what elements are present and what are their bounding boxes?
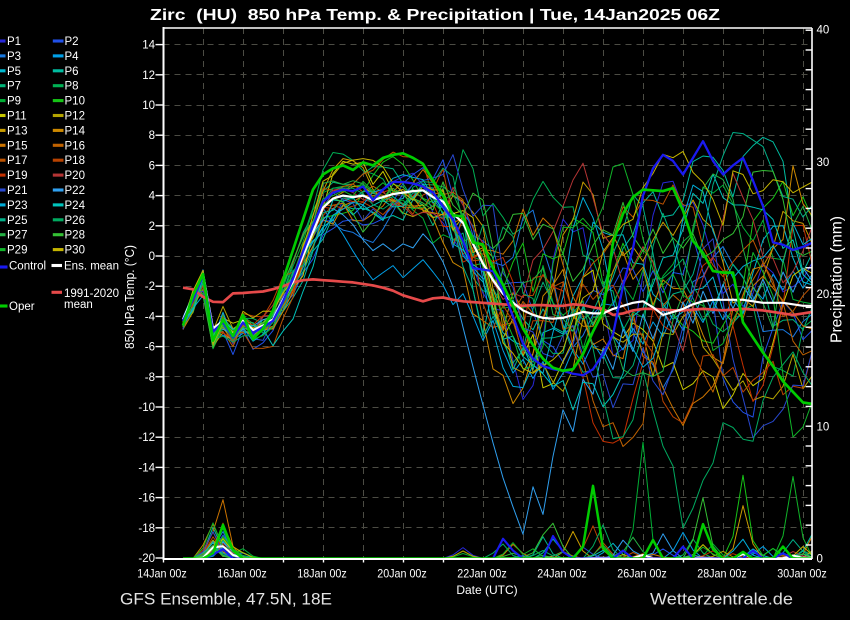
svg-text:12: 12 xyxy=(142,70,155,82)
svg-text:Wetterzentrale.de: Wetterzentrale.de xyxy=(650,591,793,609)
svg-text:Ens. mean: Ens. mean xyxy=(64,261,119,273)
svg-text:-16: -16 xyxy=(138,493,155,505)
svg-text:P19: P19 xyxy=(7,170,27,182)
svg-text:P13: P13 xyxy=(7,125,27,137)
svg-text:P11: P11 xyxy=(7,111,27,123)
svg-text:P14: P14 xyxy=(65,125,86,137)
svg-text:P21: P21 xyxy=(7,185,27,197)
svg-text:24Jan 00z: 24Jan 00z xyxy=(537,567,587,581)
svg-text:Oper: Oper xyxy=(9,301,35,313)
svg-text:-14: -14 xyxy=(138,462,155,474)
svg-text:10: 10 xyxy=(142,100,155,112)
svg-text:P18: P18 xyxy=(65,155,85,167)
svg-text:Date (UTC): Date (UTC) xyxy=(456,583,517,597)
svg-text:P7: P7 xyxy=(7,81,21,93)
svg-text:-20: -20 xyxy=(138,553,155,565)
svg-text:P4: P4 xyxy=(65,51,80,63)
svg-text:P12: P12 xyxy=(65,111,85,123)
svg-text:P24: P24 xyxy=(65,200,86,212)
svg-text:P27: P27 xyxy=(7,230,27,242)
svg-text:P9: P9 xyxy=(7,96,21,108)
svg-text:6: 6 xyxy=(149,160,155,172)
svg-text:-4: -4 xyxy=(145,311,156,323)
svg-text:P22: P22 xyxy=(65,185,85,197)
svg-text:0: 0 xyxy=(817,554,823,566)
svg-text:30: 30 xyxy=(817,157,830,169)
svg-text:22Jan 00z: 22Jan 00z xyxy=(457,567,507,581)
svg-text:P10: P10 xyxy=(65,96,85,108)
svg-text:14: 14 xyxy=(142,40,155,52)
svg-text:P3: P3 xyxy=(7,51,21,63)
svg-text:-12: -12 xyxy=(138,432,155,444)
svg-text:P5: P5 xyxy=(7,66,21,78)
svg-text:-18: -18 xyxy=(138,523,155,535)
svg-text:14Jan 00z: 14Jan 00z xyxy=(137,567,187,581)
svg-text:mean: mean xyxy=(64,299,93,311)
svg-text:GFS Ensemble, 47.5N, 18E: GFS Ensemble, 47.5N, 18E xyxy=(120,591,332,609)
svg-text:26Jan 00z: 26Jan 00z xyxy=(617,567,667,581)
svg-text:Control: Control xyxy=(9,261,46,273)
svg-text:P29: P29 xyxy=(7,245,27,257)
svg-text:8: 8 xyxy=(149,130,155,142)
svg-text:P25: P25 xyxy=(7,215,27,227)
svg-text:4: 4 xyxy=(149,191,156,203)
svg-text:28Jan 00z: 28Jan 00z xyxy=(697,567,747,581)
svg-text:P23: P23 xyxy=(7,200,27,212)
svg-text:20Jan 00z: 20Jan 00z xyxy=(377,567,427,581)
svg-text:P8: P8 xyxy=(65,81,79,93)
svg-text:-8: -8 xyxy=(145,372,155,384)
svg-text:P2: P2 xyxy=(65,36,79,48)
svg-text:P16: P16 xyxy=(65,140,85,152)
svg-text:0: 0 xyxy=(149,251,155,263)
svg-text:P15: P15 xyxy=(7,140,27,152)
svg-text:10: 10 xyxy=(817,421,830,433)
svg-text:Precipitation (mm): Precipitation (mm) xyxy=(829,216,846,343)
svg-text:P20: P20 xyxy=(65,170,85,182)
svg-text:16Jan 00z: 16Jan 00z xyxy=(217,567,267,581)
svg-text:2: 2 xyxy=(149,221,155,233)
svg-text:P28: P28 xyxy=(65,230,85,242)
svg-text:40: 40 xyxy=(817,25,830,37)
svg-text:1991-2020: 1991-2020 xyxy=(64,288,119,300)
svg-text:30Jan 00z: 30Jan 00z xyxy=(777,567,827,581)
svg-text:Zirc (HU) 850 hPa Temp. & Pr: Zirc (HU) 850 hPa Temp. & Precipitation … xyxy=(150,7,720,24)
svg-text:20: 20 xyxy=(817,289,830,301)
svg-text:P30: P30 xyxy=(65,245,85,257)
svg-text:-6: -6 xyxy=(145,342,155,354)
svg-text:850 hPa Temp. (°C): 850 hPa Temp. (°C) xyxy=(123,245,137,349)
svg-text:P26: P26 xyxy=(65,215,85,227)
svg-text:P6: P6 xyxy=(65,66,79,78)
svg-text:-2: -2 xyxy=(145,281,155,293)
svg-text:P1: P1 xyxy=(7,36,21,48)
svg-text:-10: -10 xyxy=(138,402,155,414)
svg-text:P17: P17 xyxy=(7,155,27,167)
svg-text:18Jan 00z: 18Jan 00z xyxy=(297,567,347,581)
